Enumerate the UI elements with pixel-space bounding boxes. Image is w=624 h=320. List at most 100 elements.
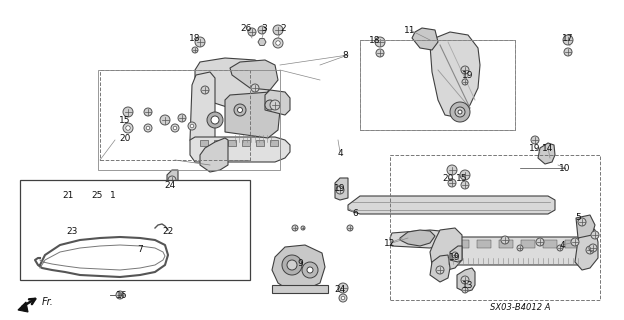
- Circle shape: [251, 84, 259, 92]
- Circle shape: [338, 283, 348, 293]
- Text: 15: 15: [456, 173, 468, 182]
- Circle shape: [307, 267, 313, 273]
- Polygon shape: [457, 268, 475, 292]
- Circle shape: [347, 225, 353, 231]
- Circle shape: [94, 187, 100, 193]
- Bar: [20, 180, 250, 280]
- Circle shape: [211, 116, 219, 124]
- Circle shape: [455, 107, 465, 117]
- Polygon shape: [348, 196, 555, 214]
- Bar: [499, 240, 513, 248]
- Circle shape: [557, 245, 563, 251]
- Circle shape: [461, 276, 469, 284]
- Bar: [200, 140, 208, 146]
- Text: 6: 6: [352, 209, 358, 218]
- Circle shape: [292, 225, 298, 231]
- Polygon shape: [412, 28, 438, 50]
- Bar: [100, 70, 250, 160]
- Circle shape: [178, 114, 186, 122]
- Circle shape: [93, 196, 101, 204]
- Circle shape: [501, 236, 509, 244]
- Circle shape: [64, 191, 72, 199]
- Circle shape: [123, 123, 133, 133]
- Circle shape: [376, 49, 384, 57]
- Circle shape: [201, 86, 209, 94]
- Bar: [565, 240, 579, 248]
- Circle shape: [462, 287, 468, 293]
- Bar: [543, 240, 557, 248]
- Text: 19: 19: [449, 253, 461, 262]
- Bar: [360, 40, 515, 130]
- Circle shape: [270, 100, 280, 110]
- Text: 2: 2: [280, 23, 286, 33]
- Polygon shape: [160, 255, 172, 272]
- Polygon shape: [265, 90, 290, 115]
- Circle shape: [160, 115, 170, 125]
- Text: 4: 4: [337, 148, 343, 157]
- Circle shape: [110, 189, 116, 195]
- Polygon shape: [390, 230, 442, 248]
- Text: 26: 26: [240, 23, 251, 33]
- Circle shape: [517, 245, 523, 251]
- Circle shape: [67, 204, 69, 206]
- Circle shape: [564, 48, 572, 56]
- Circle shape: [126, 126, 130, 130]
- Bar: [270, 140, 278, 146]
- Circle shape: [165, 230, 171, 236]
- Circle shape: [144, 124, 152, 132]
- Polygon shape: [272, 285, 328, 293]
- Bar: [242, 140, 250, 146]
- Polygon shape: [30, 250, 42, 270]
- Bar: [360, 40, 515, 130]
- Circle shape: [375, 37, 385, 47]
- Text: 16: 16: [116, 292, 128, 300]
- Polygon shape: [430, 228, 462, 272]
- Circle shape: [144, 108, 152, 116]
- Text: 18: 18: [189, 34, 201, 43]
- Polygon shape: [167, 170, 178, 188]
- Circle shape: [192, 47, 198, 53]
- Circle shape: [302, 262, 318, 278]
- Text: 4: 4: [559, 241, 565, 250]
- Text: 24: 24: [334, 285, 346, 294]
- Circle shape: [336, 186, 344, 194]
- Polygon shape: [230, 60, 278, 90]
- Text: 19: 19: [529, 143, 541, 153]
- Bar: [256, 140, 264, 146]
- Bar: [521, 240, 535, 248]
- Text: 20: 20: [119, 133, 130, 142]
- Circle shape: [188, 122, 196, 130]
- Polygon shape: [440, 237, 593, 265]
- Circle shape: [273, 38, 283, 48]
- Circle shape: [65, 202, 71, 208]
- Circle shape: [195, 37, 205, 47]
- Text: 12: 12: [384, 238, 396, 247]
- Circle shape: [563, 35, 573, 45]
- Text: 9: 9: [297, 259, 303, 268]
- Circle shape: [436, 266, 444, 274]
- Text: 20: 20: [442, 173, 454, 182]
- Circle shape: [234, 104, 246, 116]
- Bar: [228, 140, 236, 146]
- Circle shape: [589, 244, 597, 252]
- Circle shape: [536, 238, 544, 246]
- Circle shape: [458, 110, 462, 114]
- Text: 19: 19: [334, 183, 346, 193]
- Circle shape: [162, 227, 174, 239]
- Circle shape: [461, 66, 469, 74]
- Circle shape: [447, 165, 457, 175]
- Circle shape: [168, 176, 176, 184]
- Polygon shape: [52, 228, 62, 242]
- Circle shape: [452, 252, 458, 258]
- Polygon shape: [450, 246, 462, 262]
- Circle shape: [339, 294, 347, 302]
- Bar: [390, 155, 600, 300]
- Circle shape: [116, 291, 124, 299]
- Circle shape: [276, 41, 280, 45]
- Circle shape: [301, 226, 305, 230]
- Bar: [477, 240, 491, 248]
- Circle shape: [146, 126, 150, 130]
- Circle shape: [586, 246, 594, 254]
- Text: 23: 23: [66, 228, 77, 236]
- Circle shape: [258, 26, 266, 34]
